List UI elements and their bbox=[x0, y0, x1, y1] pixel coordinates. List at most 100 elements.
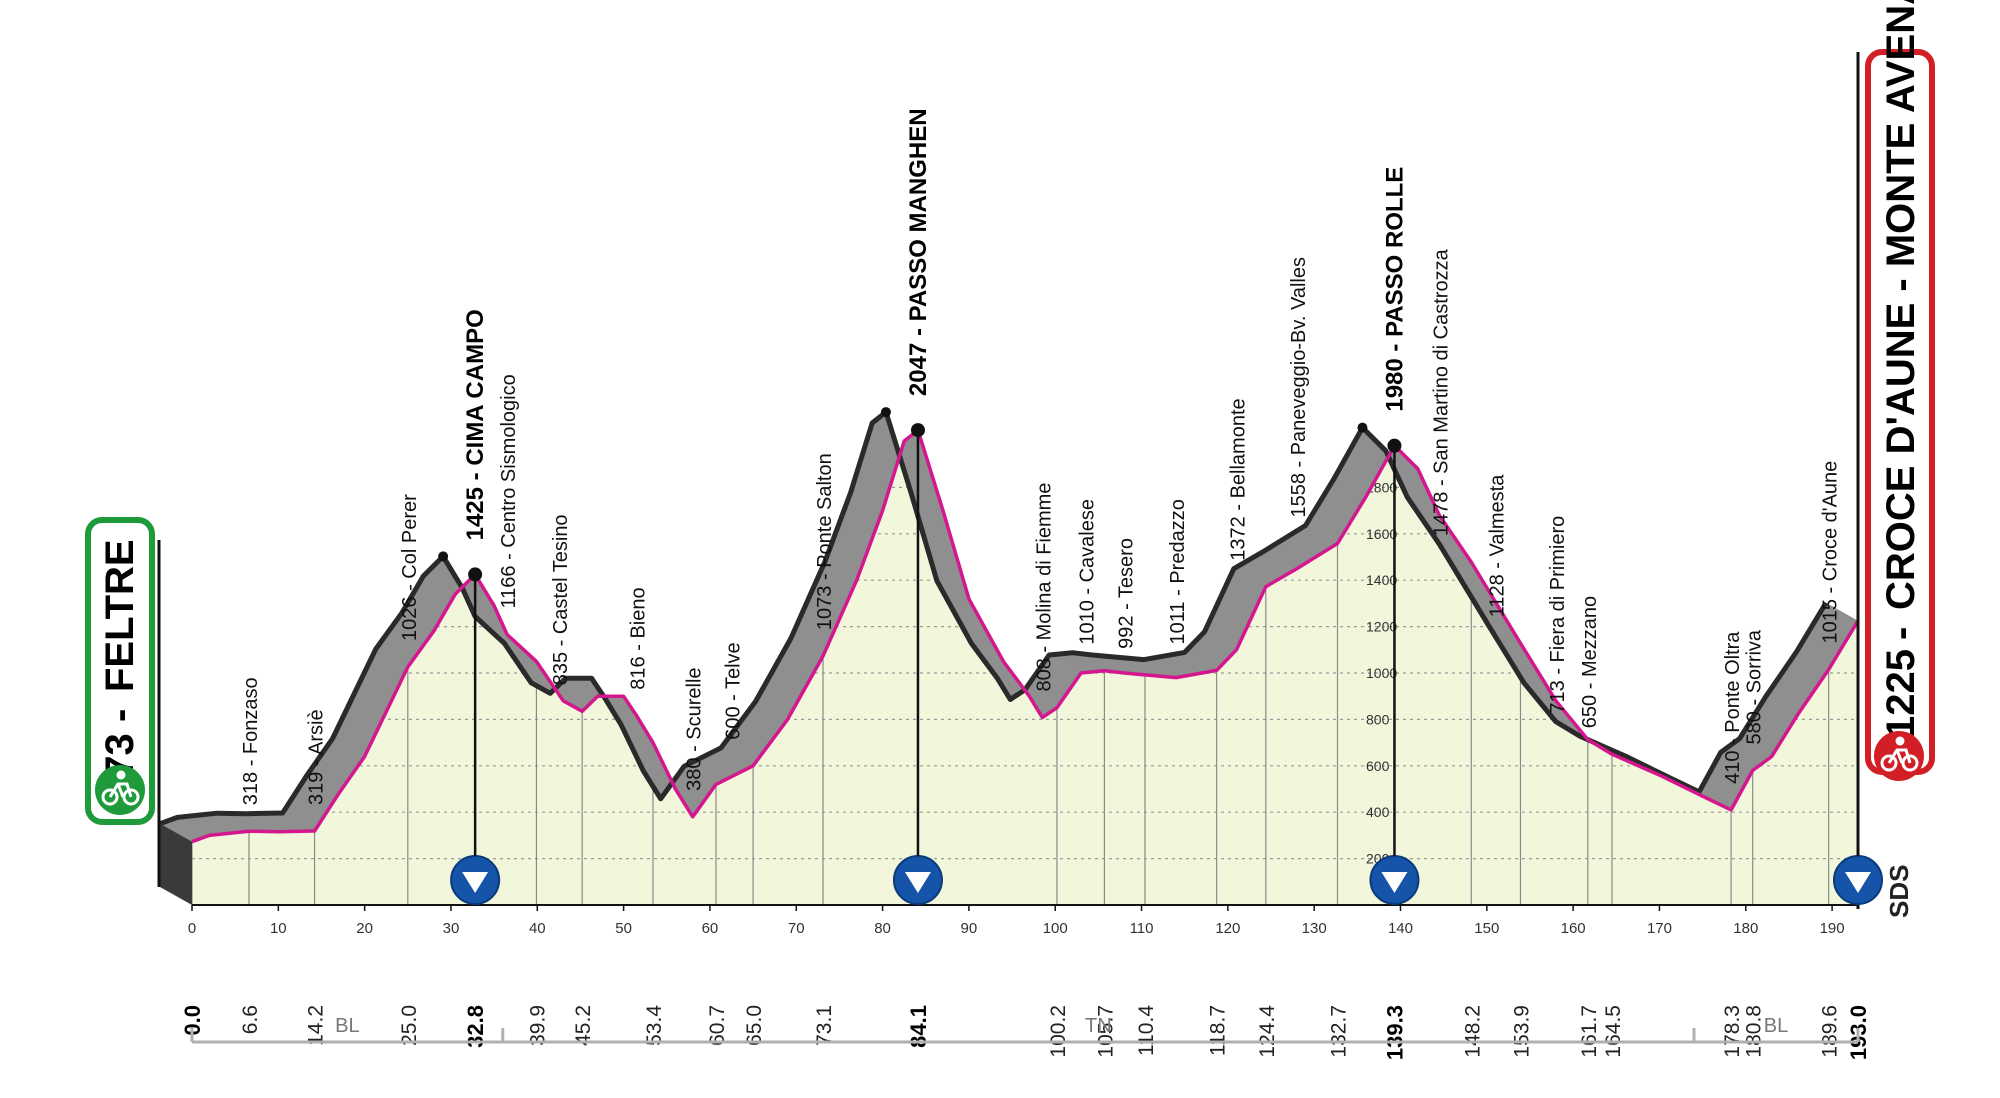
km-tick-label: 80 bbox=[874, 920, 891, 937]
profile-ribbon bbox=[160, 412, 1858, 842]
gpm-triangle bbox=[1381, 872, 1408, 893]
waypoint-label-group: 318 - Fonzaso bbox=[240, 677, 262, 805]
waypoint-label: 1558 - Paneveggio-Bv. Valles bbox=[1288, 257, 1310, 518]
waypoint-label-group: 600 - Telve bbox=[723, 642, 745, 739]
km-tick-label: 150 bbox=[1474, 920, 1499, 937]
km-label: 164.5 bbox=[1602, 1005, 1625, 1058]
region-label: BL bbox=[1764, 1015, 1788, 1037]
km-label-group: 65.0 bbox=[743, 1005, 766, 1046]
km-label: 124.4 bbox=[1256, 1005, 1279, 1058]
waypoint-label-group: 580 - Sorriva bbox=[1744, 629, 1766, 744]
waypoint-label-group: 1478 - San Martino di Castrozza bbox=[1430, 248, 1452, 536]
km-tick-label: 140 bbox=[1388, 920, 1413, 937]
km-tick-label: 130 bbox=[1302, 920, 1327, 937]
km-label-group: 153.9 bbox=[1510, 1005, 1533, 1058]
km-label: 45.2 bbox=[572, 1005, 595, 1046]
km-label-group: 180.8 bbox=[1743, 1005, 1766, 1058]
waypoint-label-group: 808 - Molina di Fiemme bbox=[1033, 483, 1055, 692]
gpm-triangle bbox=[904, 872, 931, 893]
km-label: 148.2 bbox=[1461, 1005, 1484, 1058]
region-label: TN bbox=[1085, 1015, 1112, 1037]
waypoint-label-group: 380 - Scurelle bbox=[684, 667, 706, 790]
profile-layer bbox=[157, 52, 1860, 909]
waypoint-label-group: 1128 - Valmesta bbox=[1486, 474, 1508, 618]
waypoint-label: 1010 - Cavalese bbox=[1076, 499, 1098, 645]
km-tick-label: 110 bbox=[1130, 920, 1154, 937]
waypoint-label: 318 - Fonzaso bbox=[240, 677, 262, 805]
km-label: 60.7 bbox=[706, 1005, 729, 1046]
waypoint-label-group: 1980 - PASSO ROLLE bbox=[1381, 167, 1408, 412]
km-label-group: 124.4 bbox=[1256, 1005, 1279, 1058]
finish-altitude: 1225 bbox=[1879, 649, 1923, 738]
brand-logo: SDS bbox=[1884, 865, 1914, 918]
summit-top-dot bbox=[880, 407, 891, 418]
km-label: 161.7 bbox=[1578, 1005, 1601, 1058]
km-tick-label: 0 bbox=[188, 920, 196, 937]
km-tick-label: 100 bbox=[1043, 920, 1068, 937]
km-label-group: 118.7 bbox=[1207, 1005, 1230, 1056]
km-label: 25.0 bbox=[398, 1005, 421, 1046]
marker-layer bbox=[450, 430, 1883, 905]
km-label-group: 148.2 bbox=[1461, 1005, 1484, 1058]
profile-top-edge bbox=[159, 409, 1829, 827]
waypoint-label: 992 - Tesero bbox=[1115, 538, 1137, 649]
km-label-group: 14.2 bbox=[305, 1005, 328, 1046]
waypoint-label: 1073 - Ponte Salton bbox=[814, 453, 836, 630]
waypoint-label-group: 1011 - Predazzo bbox=[1167, 499, 1189, 644]
waypoint-label-layer: 318 - Fonzaso 319 - Arsiè 1026 - Col Perer… bbox=[240, 108, 1842, 805]
waypoint-label-group: 1166 - Centro Sismologico bbox=[498, 374, 520, 608]
km-label: 65.0 bbox=[743, 1005, 766, 1046]
km-label: 73.1 bbox=[813, 1005, 836, 1046]
start-separator: - bbox=[98, 709, 142, 722]
summit-label: 1980 - PASSO ROLLE bbox=[1381, 167, 1408, 412]
km-tick-label: 60 bbox=[702, 920, 719, 937]
altitude-tick-label: 600 bbox=[1366, 758, 1390, 774]
km-tick-label: 190 bbox=[1820, 920, 1845, 937]
km-label: 39.9 bbox=[526, 1005, 549, 1046]
waypoint-label: 816 - Bieno bbox=[628, 587, 650, 689]
waypoint-label: 1128 - Valmesta bbox=[1486, 474, 1508, 618]
km-tick-label: 70 bbox=[788, 920, 805, 937]
km-label: 118.7 bbox=[1207, 1005, 1230, 1056]
summit-dot bbox=[910, 423, 925, 438]
km-label: 14.2 bbox=[305, 1005, 328, 1046]
km-label: 178.3 bbox=[1721, 1005, 1744, 1058]
altitude-tick-label: 800 bbox=[1366, 711, 1390, 727]
finish-bike-glyph bbox=[1880, 736, 1919, 772]
waypoint-label: 1166 - Centro Sismologico bbox=[498, 374, 520, 608]
km-label-group: 100.2 bbox=[1047, 1005, 1070, 1058]
brand-text: SDS bbox=[1884, 865, 1914, 918]
summit-label: 2047 - PASSO MANGHEN bbox=[905, 108, 932, 396]
start-name: FELTRE bbox=[98, 539, 142, 692]
region-layer: BL TN BL bbox=[190, 1015, 1860, 1044]
gpm-triangle bbox=[1845, 872, 1871, 893]
waypoint-label-group: 1010 - Cavalese bbox=[1076, 499, 1098, 645]
summit-dot bbox=[1387, 438, 1402, 453]
km-label: 6.6 bbox=[239, 1005, 262, 1034]
profile-fill-area bbox=[192, 430, 1858, 905]
waypoint-label: 650 - Mezzano bbox=[1579, 596, 1601, 728]
km-label-group: 60.7 bbox=[706, 1005, 729, 1046]
waypoint-label: 1011 - Predazzo bbox=[1167, 499, 1189, 644]
waypoint-label: 580 - Sorriva bbox=[1744, 629, 1766, 744]
km-label-group: 132.7 bbox=[1327, 1005, 1350, 1058]
waypoint-label-group: 650 - Mezzano bbox=[1579, 596, 1601, 728]
waypoint-label-group: 410 - Ponte Oltra bbox=[1722, 631, 1744, 784]
km-label: 153.9 bbox=[1510, 1005, 1533, 1058]
km-label: 110.4 bbox=[1135, 1005, 1158, 1056]
region-label: BL bbox=[335, 1015, 359, 1037]
start-wall bbox=[160, 823, 192, 905]
km-tick-label: 120 bbox=[1215, 920, 1240, 937]
waypoint-label-group: 992 - Tesero bbox=[1115, 538, 1137, 649]
altitude-tick-label: 1200 bbox=[1366, 619, 1397, 635]
km-label-group: 53.4 bbox=[643, 1005, 666, 1046]
finish-badge: 1225 - CROCE D'AUNE - MONTE AVENA bbox=[1865, 0, 1935, 781]
waypoint-label: 1026 - Col Perer bbox=[399, 494, 421, 641]
waypoint-label-group: 1073 - Ponte Salton bbox=[814, 453, 836, 630]
waypoint-label-group: 1015 - Croce d'Aune bbox=[1820, 461, 1842, 644]
waypoint-label-group: 1372 - Bellamonte bbox=[1227, 398, 1249, 560]
km-label-group: 39.9 bbox=[526, 1005, 549, 1046]
waypoint-label-group: 816 - Bieno bbox=[628, 587, 650, 689]
